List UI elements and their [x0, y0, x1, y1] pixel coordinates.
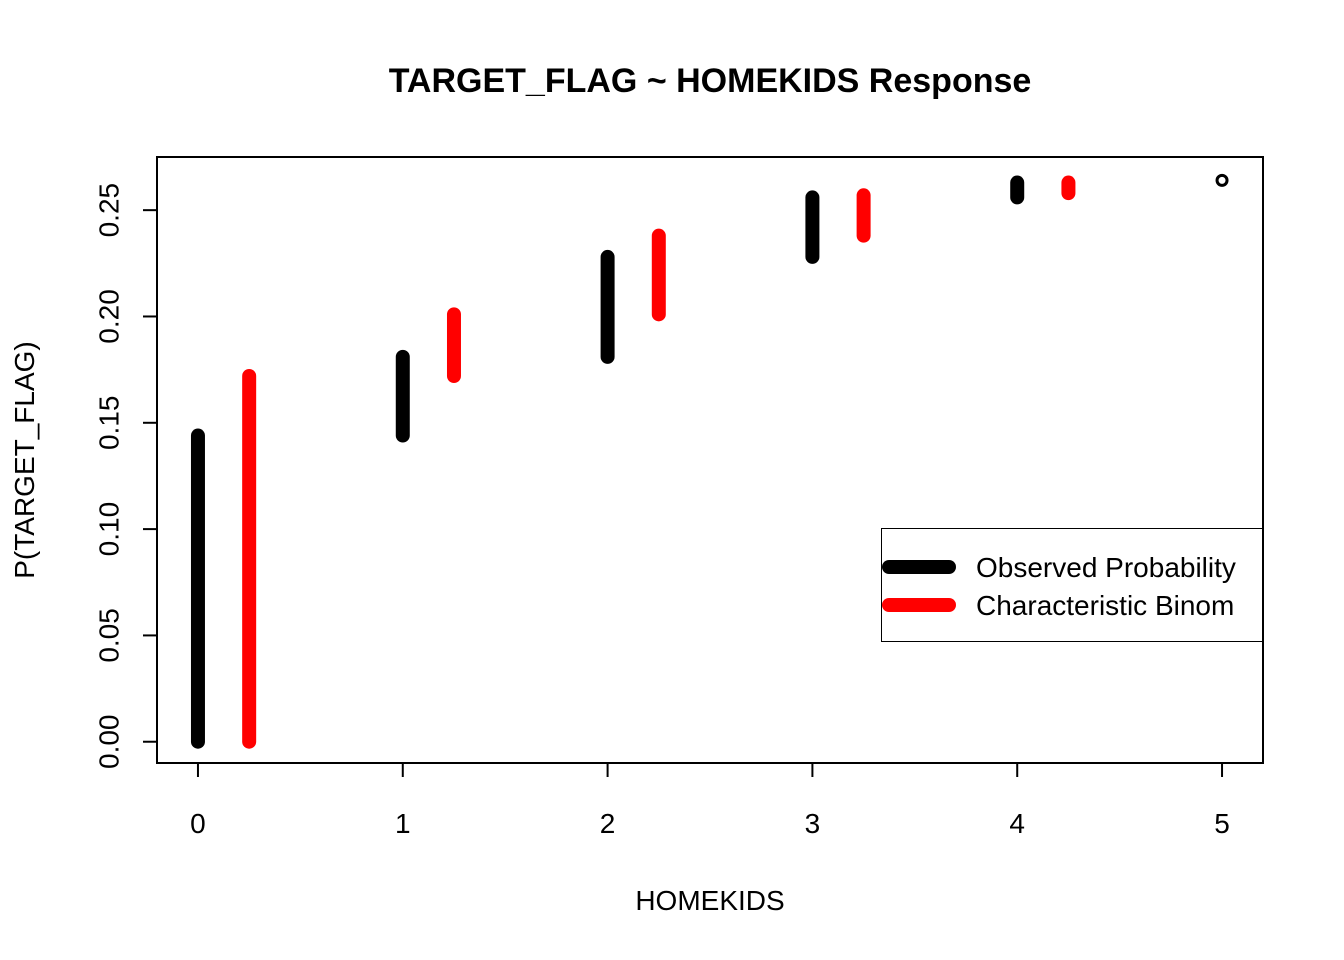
y-axis-label: P(TARGET_FLAG)	[9, 341, 40, 579]
x-axis-label: HOMEKIDS	[635, 885, 784, 916]
x-tick-label: 2	[600, 808, 616, 839]
chart-title: TARGET_FLAG ~ HOMEKIDS Response	[389, 62, 1032, 100]
legend: Observed Probability Characteristic Bino…	[881, 528, 1263, 642]
chart-marks	[190, 173, 1229, 749]
y-axis: 0.00 0.05 0.10 0.15 0.20 0.25	[93, 183, 157, 769]
x-tick-label: 3	[805, 808, 821, 839]
y-tick-label: 0.25	[93, 183, 124, 238]
y-tick-label: 0.00	[93, 714, 124, 769]
x-tick-label: 0	[190, 808, 206, 839]
y-tick-label: 0.05	[93, 608, 124, 663]
y-tick-label: 0.20	[93, 289, 124, 344]
legend-box	[881, 528, 1263, 642]
y-tick-label: 0.15	[93, 396, 124, 451]
x-tick-label: 1	[395, 808, 411, 839]
legend-label-observed: Observed Probability	[976, 552, 1236, 583]
x-tick-label: 4	[1009, 808, 1025, 839]
x-axis: 0 1 2 3 4 5	[190, 763, 1230, 839]
legend-label-binomial: Characteristic Binom	[976, 590, 1234, 621]
y-tick-label: 0.10	[93, 502, 124, 557]
x-tick-label: 5	[1214, 808, 1230, 839]
data-point	[1215, 173, 1229, 187]
plot-frame	[156, 156, 1264, 764]
